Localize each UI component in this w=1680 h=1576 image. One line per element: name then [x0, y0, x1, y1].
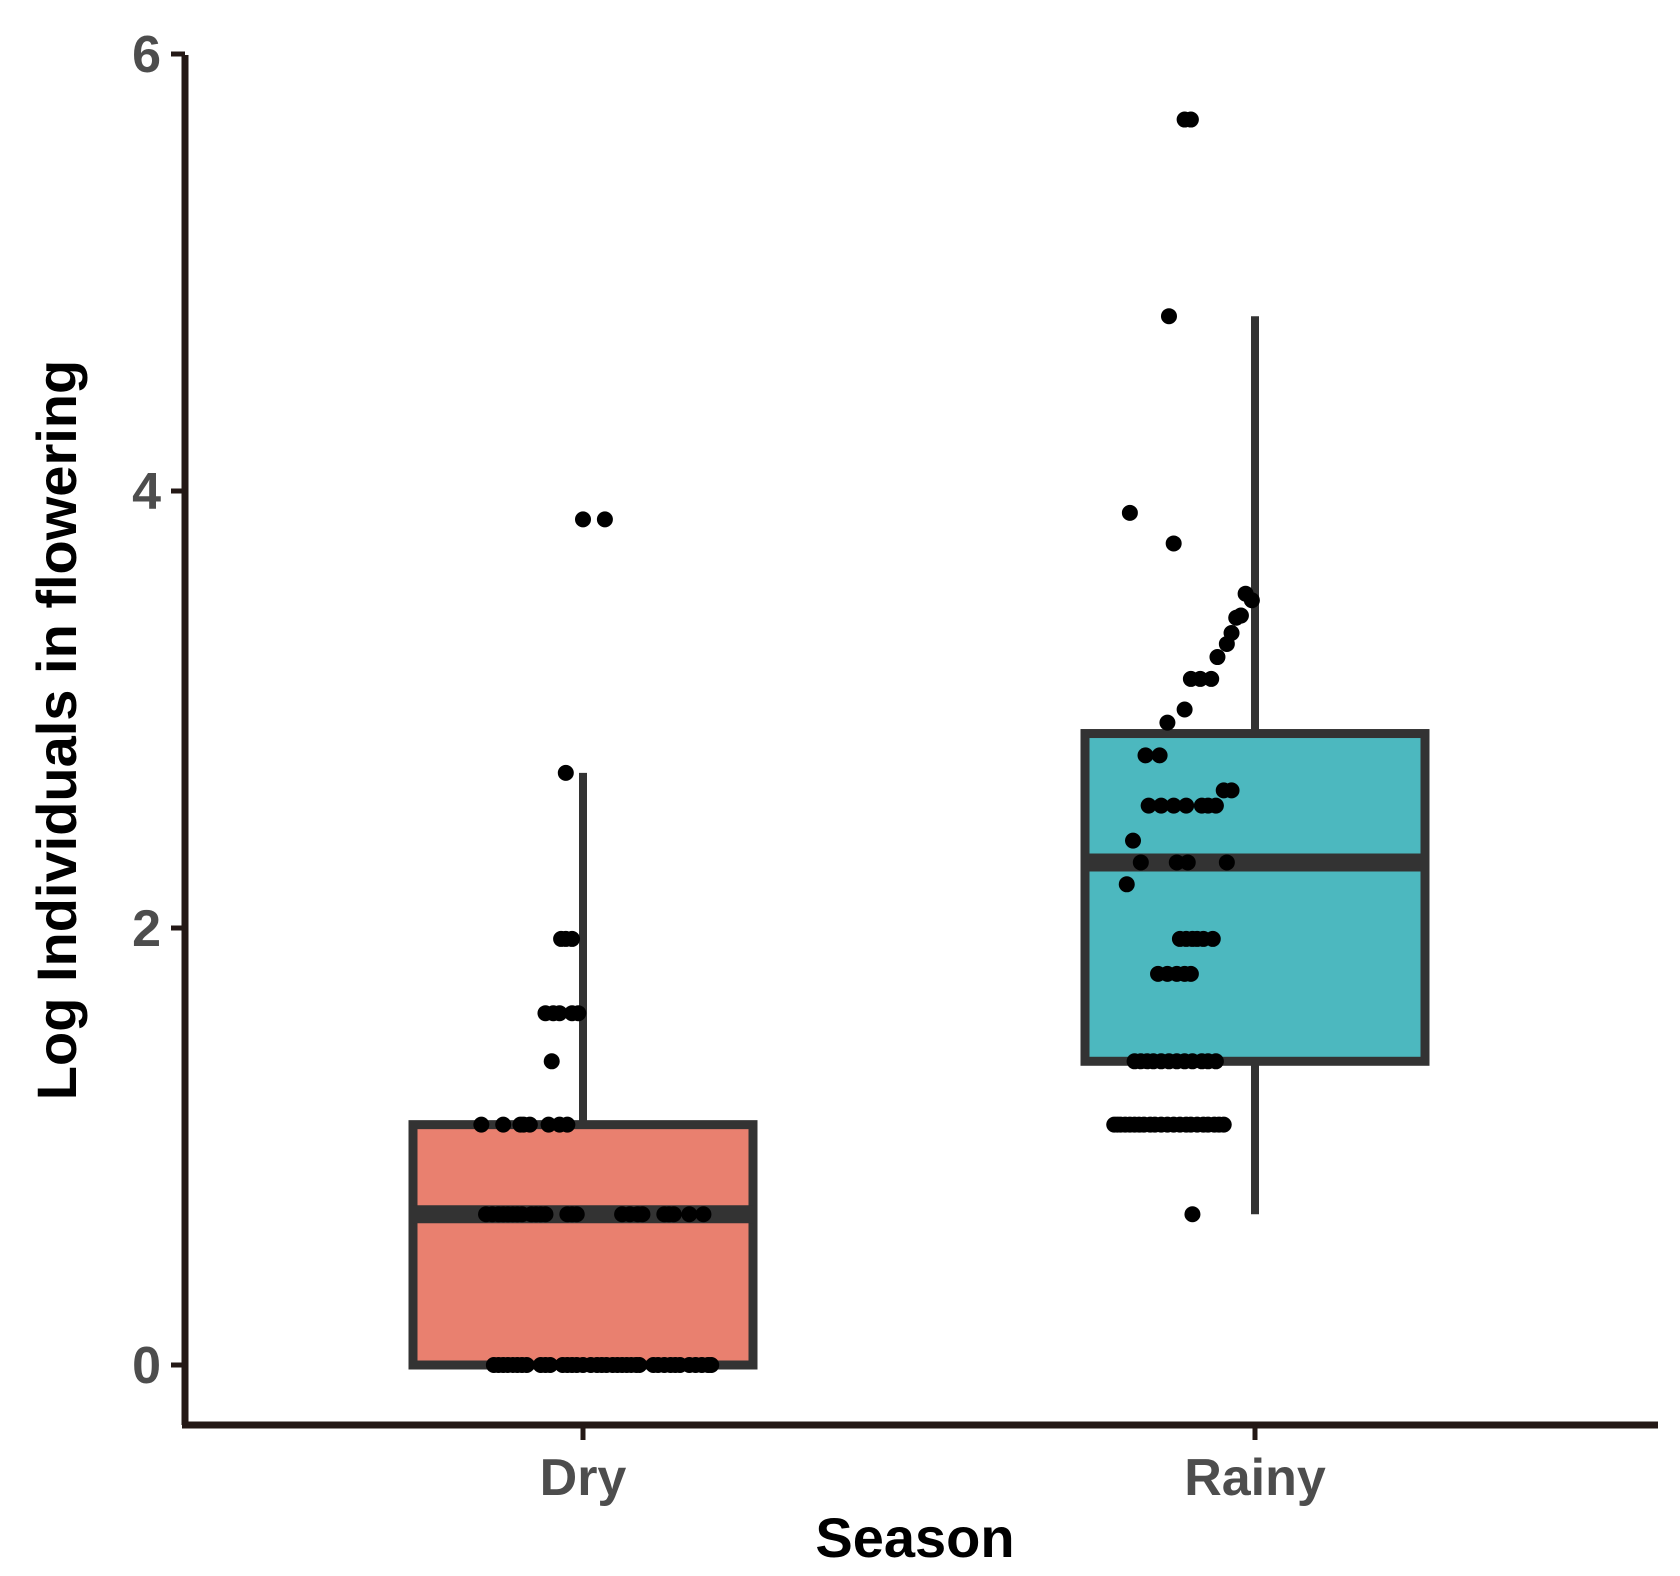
data-point	[540, 1116, 557, 1133]
data-point	[537, 1206, 554, 1223]
data-point	[634, 1206, 651, 1223]
data-point	[1179, 854, 1196, 871]
data-point	[1243, 592, 1260, 609]
data-point	[1168, 854, 1185, 871]
box-body	[408, 1120, 758, 1370]
data-point	[1184, 1206, 1201, 1223]
data-point	[665, 1206, 682, 1223]
x-axis-title: Season	[815, 1506, 1014, 1569]
data-point	[1151, 747, 1168, 764]
x-tick-label-dry: Dry	[540, 1449, 627, 1507]
data-point	[1140, 797, 1157, 814]
data-point	[1207, 1053, 1224, 1070]
data-point	[1165, 797, 1182, 814]
data-point	[1223, 782, 1240, 799]
data-point	[1153, 797, 1170, 814]
data-point	[703, 1357, 720, 1373]
data-point	[543, 1053, 560, 1070]
box-dry	[408, 772, 758, 1370]
data-point	[1232, 607, 1249, 624]
data-point	[570, 1005, 587, 1022]
data-point	[473, 1116, 490, 1133]
data-point	[695, 1206, 712, 1223]
data-point	[575, 511, 591, 528]
data-point	[631, 1357, 648, 1373]
data-point	[1204, 930, 1221, 947]
data-point	[542, 1357, 559, 1373]
data-point	[1132, 854, 1149, 871]
box-rainy	[1080, 316, 1430, 1215]
data-point	[1159, 714, 1176, 731]
data-point	[1121, 504, 1138, 521]
y-ticks: 0 2 4 6	[132, 26, 185, 1395]
y-axis-title: Log Individuals in flowering	[25, 360, 88, 1100]
data-point	[551, 1005, 568, 1022]
data-point	[1182, 111, 1199, 128]
data-point	[1223, 625, 1240, 642]
data-point	[1178, 797, 1195, 814]
data-point	[559, 1116, 576, 1133]
data-point	[1215, 1116, 1232, 1133]
box-body	[1080, 729, 1430, 1066]
data-point	[1207, 797, 1224, 814]
points	[473, 111, 1260, 1373]
data-point	[495, 1116, 512, 1133]
data-point	[518, 1357, 535, 1373]
data-point	[557, 764, 574, 781]
data-point	[1218, 854, 1235, 871]
data-point	[1165, 535, 1182, 552]
x-tick-label-rainy: Rainy	[1184, 1449, 1326, 1507]
data-point	[1209, 649, 1226, 666]
data-point	[1137, 747, 1154, 764]
data-point	[1176, 701, 1193, 718]
data-point	[596, 511, 613, 528]
data-point	[1125, 832, 1142, 849]
data-point	[1203, 670, 1220, 687]
data-point	[1192, 670, 1209, 687]
data-point	[568, 1206, 585, 1223]
x-ticks: Dry Rainy	[540, 1425, 1326, 1507]
data-point	[1182, 965, 1199, 982]
y-tick-label: 6	[132, 26, 161, 84]
y-tick-label: 4	[132, 463, 161, 521]
data-point	[564, 930, 581, 947]
y-tick-label: 2	[132, 900, 161, 958]
data-point	[521, 1116, 538, 1133]
data-point	[681, 1206, 698, 1223]
data-point	[1118, 876, 1135, 893]
axes	[181, 55, 1658, 1429]
y-tick-label: 0	[132, 1337, 161, 1395]
data-point	[1160, 308, 1177, 325]
